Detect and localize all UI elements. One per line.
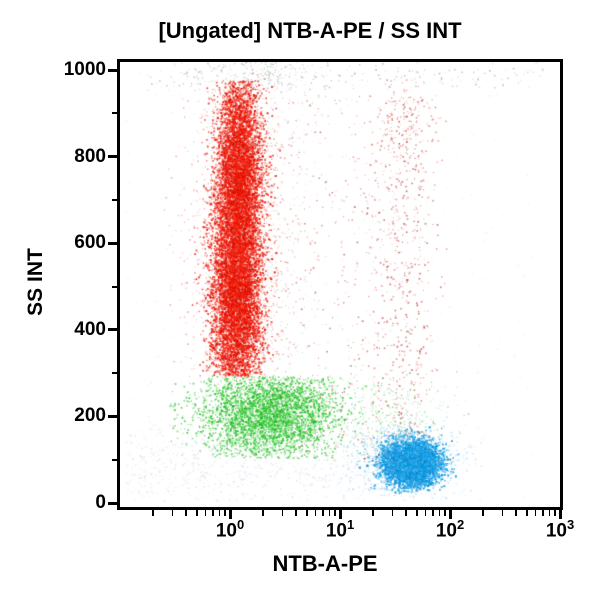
x-minor-tick: [185, 510, 187, 516]
x-tick-label: 102: [435, 517, 465, 542]
x-minor-tick: [152, 510, 154, 516]
x-minor-tick: [416, 510, 418, 516]
x-minor-tick: [306, 510, 308, 516]
x-minor-tick: [212, 510, 214, 516]
y-major-tick: [108, 501, 117, 505]
x-major-tick: [338, 510, 342, 519]
x-minor-tick: [482, 510, 484, 516]
y-tick-label: 800: [74, 145, 106, 167]
x-minor-tick: [501, 510, 504, 516]
chart-title: [Ungated] NTB-A-PE / SS INT: [158, 18, 462, 43]
x-minor-tick: [281, 510, 284, 516]
x-axis-title: NTB-A-PE: [272, 551, 378, 576]
x-minor-tick: [438, 510, 441, 516]
y-tick-label: 400: [74, 318, 106, 340]
x-minor-tick: [218, 510, 221, 516]
scatter-canvas: [120, 62, 560, 507]
y-minor-tick: [111, 198, 117, 201]
x-minor-tick: [526, 510, 528, 516]
y-major-tick: [108, 414, 117, 418]
x-minor-tick: [534, 510, 537, 516]
x-tick-label: 103: [545, 517, 575, 542]
y-tick-label: 200: [74, 405, 106, 427]
plot-frame: [117, 59, 563, 510]
y-major-tick: [108, 68, 117, 72]
x-minor-tick: [424, 510, 427, 516]
y-minor-tick: [111, 285, 117, 288]
y-minor-tick: [111, 112, 117, 115]
x-minor-tick: [432, 510, 434, 516]
x-minor-tick: [334, 510, 336, 516]
x-minor-tick: [554, 510, 556, 516]
x-minor-tick: [224, 510, 226, 516]
x-minor-tick: [405, 510, 407, 516]
x-minor-tick: [196, 510, 198, 516]
y-minor-tick: [111, 458, 117, 461]
x-minor-tick: [314, 510, 317, 516]
x-minor-tick: [444, 510, 446, 516]
y-major-tick: [108, 155, 117, 159]
y-axis-title: SS INT: [24, 248, 47, 316]
x-major-tick: [558, 510, 562, 519]
x-major-tick: [448, 510, 452, 519]
x-minor-tick: [548, 510, 551, 516]
x-tick-label: 100: [215, 517, 245, 542]
x-minor-tick: [204, 510, 207, 516]
x-tick-label: 101: [325, 517, 355, 542]
x-minor-tick: [171, 510, 174, 516]
x-minor-tick: [322, 510, 324, 516]
y-tick-label: 1000: [63, 59, 106, 80]
x-minor-tick: [391, 510, 394, 516]
y-minor-tick: [111, 372, 117, 375]
y-major-tick: [108, 328, 117, 332]
x-minor-tick: [328, 510, 331, 516]
x-minor-tick: [542, 510, 544, 516]
x-major-tick: [228, 510, 232, 519]
y-major-tick: [108, 241, 117, 245]
x-minor-tick: [372, 510, 374, 516]
y-tick-label: 600: [74, 232, 106, 254]
x-minor-tick: [515, 510, 517, 516]
y-tick-label: 0: [95, 492, 106, 513]
x-minor-tick: [262, 510, 264, 516]
x-minor-tick: [295, 510, 297, 516]
